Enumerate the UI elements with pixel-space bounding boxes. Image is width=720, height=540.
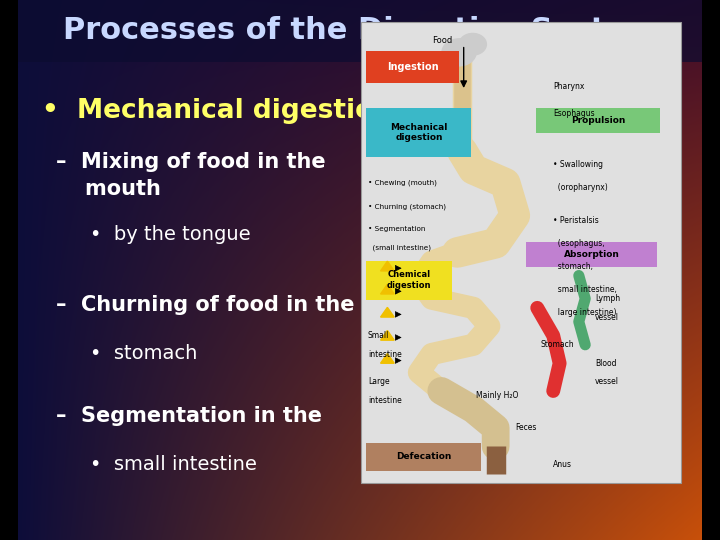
Text: •  by the tongue: • by the tongue: [90, 225, 251, 245]
FancyBboxPatch shape: [526, 242, 657, 267]
Text: vessel: vessel: [595, 377, 618, 386]
FancyBboxPatch shape: [366, 51, 459, 83]
Circle shape: [442, 39, 476, 66]
Text: •  stomach: • stomach: [90, 344, 197, 363]
Text: •  Mechanical digestion: • Mechanical digestion: [42, 98, 392, 124]
Text: –  Churning of food in the: – Churning of food in the: [56, 295, 354, 315]
Text: (small intestine): (small intestine): [368, 245, 431, 251]
Polygon shape: [381, 307, 395, 317]
FancyBboxPatch shape: [366, 261, 452, 300]
Text: Lymph: Lymph: [595, 294, 620, 303]
Polygon shape: [381, 284, 395, 294]
Text: Pharynx: Pharynx: [553, 82, 585, 91]
Text: •  small intestine: • small intestine: [90, 455, 257, 474]
Text: vessel: vessel: [595, 313, 618, 322]
Polygon shape: [381, 330, 395, 340]
Text: (esophagus,: (esophagus,: [553, 239, 605, 248]
Text: • Chewing (mouth): • Chewing (mouth): [368, 180, 436, 186]
Polygon shape: [381, 261, 395, 271]
Text: Feces: Feces: [515, 423, 536, 433]
Text: –  Mixing of food in the
    mouth: – Mixing of food in the mouth: [56, 152, 325, 199]
Text: • Swallowing: • Swallowing: [553, 160, 603, 169]
Text: • Churning (stomach): • Churning (stomach): [368, 203, 446, 210]
Text: intestine: intestine: [368, 396, 402, 404]
Text: Esophagus: Esophagus: [553, 110, 595, 118]
Text: large intestine): large intestine): [553, 308, 617, 317]
Text: Blood: Blood: [595, 359, 616, 368]
FancyBboxPatch shape: [366, 108, 472, 157]
Text: • Segmentation: • Segmentation: [368, 226, 425, 232]
Text: stomach,: stomach,: [553, 262, 593, 271]
Polygon shape: [381, 354, 395, 363]
Text: intestine: intestine: [368, 349, 402, 359]
Text: Stomach: Stomach: [541, 340, 574, 349]
Text: Ingestion: Ingestion: [387, 62, 438, 72]
Text: Propulsion: Propulsion: [571, 116, 625, 125]
Text: Food: Food: [432, 36, 452, 45]
Text: (oropharynx): (oropharynx): [553, 183, 608, 192]
Text: –  Segmentation in the: – Segmentation in the: [56, 406, 322, 426]
Text: Mainly H₂O: Mainly H₂O: [477, 391, 519, 400]
Text: Absorption: Absorption: [564, 250, 619, 259]
Circle shape: [459, 33, 487, 55]
FancyBboxPatch shape: [536, 108, 660, 133]
Text: Large: Large: [368, 377, 390, 386]
FancyBboxPatch shape: [366, 443, 481, 470]
Text: Chemical
digestion: Chemical digestion: [387, 271, 431, 290]
Text: small intestine,: small intestine,: [553, 285, 617, 294]
Text: Small: Small: [368, 331, 389, 340]
Text: Processes of the Digestive System: Processes of the Digestive System: [63, 16, 657, 45]
FancyBboxPatch shape: [19, 0, 701, 62]
Text: Defecation: Defecation: [396, 453, 451, 462]
FancyBboxPatch shape: [361, 22, 681, 483]
Text: Mechanical
digestion: Mechanical digestion: [390, 123, 448, 142]
Text: Anus: Anus: [553, 460, 572, 469]
Text: • Peristalsis: • Peristalsis: [553, 215, 599, 225]
